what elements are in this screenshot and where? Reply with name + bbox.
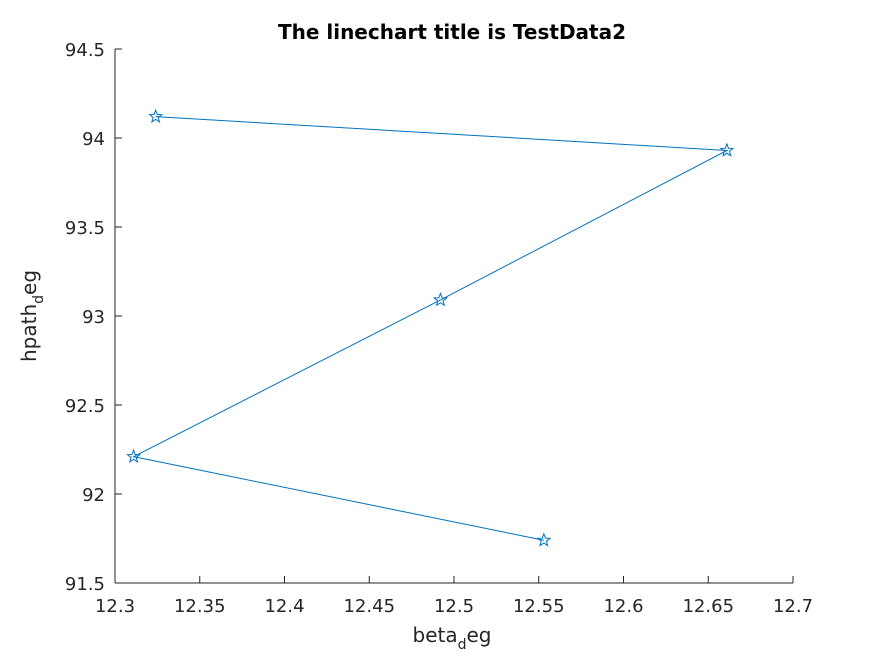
y-tick-label: 93 xyxy=(82,307,105,328)
data-point-star-marker xyxy=(432,292,448,307)
data-point-star-marker xyxy=(536,532,552,547)
data-point-star-marker xyxy=(719,142,735,157)
x-tick-label: 12.6 xyxy=(603,596,643,617)
data-point-star-marker xyxy=(148,108,164,124)
y-axis-label-rest: eg xyxy=(17,270,41,295)
x-tick-label: 12.7 xyxy=(773,596,813,617)
y-tick-label: 94 xyxy=(82,129,105,150)
y-tick-label: 94.5 xyxy=(65,40,105,61)
x-axis-label-base: beta xyxy=(413,623,458,647)
x-axis-label-rest: eg xyxy=(467,623,492,647)
series-group xyxy=(126,108,735,547)
y-axis: 91.5 92 92.5 93 93.5 94 94.5 xyxy=(65,40,122,595)
x-axis-label: betadeg xyxy=(413,623,492,653)
x-tick-label: 12.55 xyxy=(513,596,565,617)
x-tick-label: 12.35 xyxy=(174,596,226,617)
x-tick-label: 12.5 xyxy=(434,596,474,617)
x-axis: 12.3 12.35 12.4 12.45 12.5 12.55 12.6 12.65 12.7 xyxy=(95,576,813,617)
plot-area xyxy=(115,49,793,583)
x-tick-label: 12.65 xyxy=(682,596,734,617)
x-tick-label: 12.3 xyxy=(95,596,135,617)
y-axis-label-subscript: d xyxy=(31,295,47,304)
chart-title: The linechart title is TestData2 xyxy=(278,20,626,44)
y-axis-label: hpathdeg xyxy=(17,270,47,362)
data-point-star-marker xyxy=(126,448,142,464)
x-tick-label: 12.45 xyxy=(343,596,395,617)
y-axis-label-base: hpath xyxy=(17,304,41,362)
y-tick-label: 92 xyxy=(82,485,105,506)
x-axis-label-subscript: d xyxy=(458,637,467,653)
y-tick-label: 92.5 xyxy=(65,396,105,417)
series-line xyxy=(132,116,729,541)
x-tick-label: 12.4 xyxy=(264,596,304,617)
y-tick-label: 93.5 xyxy=(65,218,105,239)
y-tick-label: 91.5 xyxy=(65,574,105,595)
